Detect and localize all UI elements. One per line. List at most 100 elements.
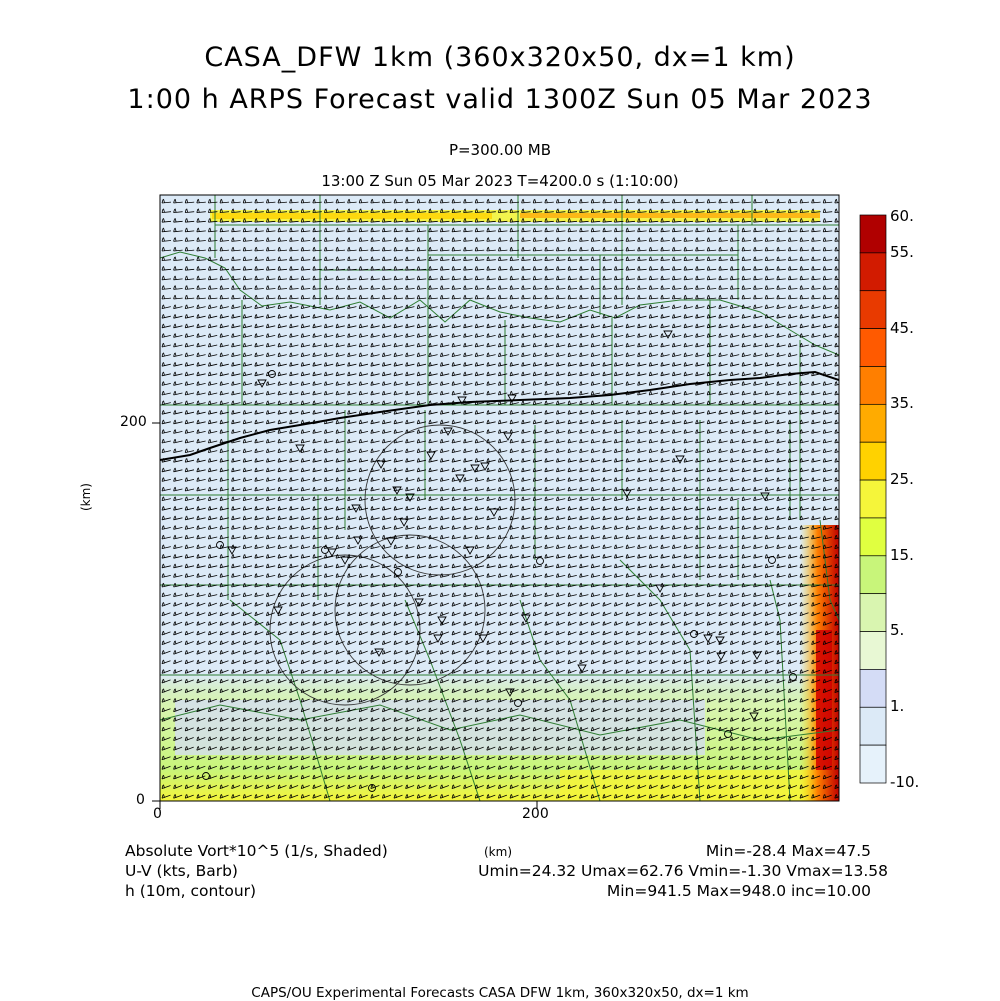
wind-barb — [521, 275, 531, 281]
wind-barb — [706, 304, 717, 309]
wind-barb — [231, 246, 241, 252]
wind-barb — [590, 515, 601, 521]
wind-barb — [440, 208, 450, 213]
wind-barb — [695, 208, 705, 213]
colorbar-box — [859, 744, 887, 784]
wind-barb — [208, 227, 218, 233]
wind-barb — [393, 352, 403, 357]
wind-barb — [730, 352, 740, 357]
wind-barb — [242, 458, 253, 463]
colorbar-label: 55. — [890, 243, 914, 261]
wind-barb — [532, 390, 543, 396]
wind-barb — [811, 410, 821, 415]
wind-barb — [463, 506, 473, 511]
wind-barb — [324, 323, 334, 329]
wind-barb — [556, 477, 566, 482]
wind-barb — [753, 477, 763, 482]
wind-barb — [579, 246, 589, 252]
wind-barb — [254, 429, 264, 434]
wind-barb — [730, 390, 740, 396]
wind-barb — [370, 333, 380, 338]
wind-barb — [799, 256, 810, 261]
wind-barb — [405, 266, 415, 271]
wind-barb — [231, 266, 241, 271]
wind-barb — [451, 371, 461, 377]
wind-barb — [672, 400, 682, 405]
wind-barb — [776, 486, 786, 492]
wind-barb — [822, 333, 833, 338]
wind-barb — [730, 486, 740, 492]
wind-barb — [660, 266, 670, 271]
wind-barb — [231, 467, 241, 473]
wind-barb — [544, 486, 554, 492]
colorbar-label: -10. — [890, 773, 920, 791]
wind-barb — [660, 342, 670, 348]
wind-barb — [254, 275, 264, 281]
wind-barb — [590, 256, 601, 261]
wind-barb — [428, 208, 438, 213]
wind-barb — [451, 256, 462, 261]
wind-barb — [416, 246, 427, 252]
wind-barb — [440, 458, 450, 463]
wind-barb — [706, 333, 717, 338]
wind-barb — [451, 429, 461, 434]
wind-barb — [312, 362, 322, 367]
wind-barb — [486, 362, 496, 367]
wind-barb — [788, 515, 798, 521]
wind-barb — [289, 534, 299, 540]
wind-barb — [834, 266, 839, 271]
wind-barb — [706, 323, 717, 329]
wind-barb — [428, 237, 438, 242]
wind-barb — [358, 304, 369, 309]
wind-barb — [590, 246, 601, 252]
wind-barb — [637, 266, 647, 271]
wind-barb — [173, 458, 183, 463]
wind-barb — [219, 496, 229, 501]
wind-barb — [579, 352, 589, 357]
wind-barb — [277, 506, 287, 511]
wind-barb — [324, 294, 334, 300]
wind-barb — [834, 458, 839, 463]
wind-barb — [788, 419, 798, 425]
wind-barb — [718, 227, 728, 233]
wind-barb — [289, 342, 299, 348]
wind-barb — [266, 525, 276, 530]
wind-barb — [579, 390, 589, 396]
wind-barb — [347, 381, 357, 386]
wind-barb — [788, 390, 798, 396]
wind-barb — [590, 496, 601, 501]
wind-barb — [706, 266, 717, 271]
wind-barb — [776, 458, 786, 463]
wind-barb — [788, 429, 798, 434]
wind-barb — [451, 294, 462, 300]
wind-barb — [567, 410, 577, 415]
wind-barb — [532, 198, 543, 204]
wind-barb — [393, 371, 403, 377]
wind-barb — [544, 246, 554, 252]
wind-barb — [242, 477, 253, 482]
wind-barb — [625, 227, 636, 233]
wind-barb — [277, 314, 287, 319]
wind-barb — [579, 198, 589, 204]
wind-barb — [822, 410, 833, 415]
wind-barb — [672, 227, 682, 233]
wind-barb — [567, 362, 577, 367]
wind-barb — [498, 525, 508, 530]
wind-barb — [614, 381, 624, 386]
wind-barb — [718, 352, 728, 357]
wind-barb — [173, 323, 183, 329]
wind-barb — [416, 333, 427, 338]
wind-barb — [266, 419, 276, 425]
wind-barb — [753, 419, 763, 425]
wind-barb — [811, 198, 821, 204]
wind-barb — [463, 419, 473, 425]
wind-barb — [196, 381, 206, 386]
wind-barb — [242, 227, 253, 233]
wind-barb — [486, 333, 496, 338]
wind-barb — [300, 314, 311, 319]
wind-barb — [451, 218, 462, 223]
wind-barb — [405, 362, 415, 367]
wind-barb — [347, 371, 357, 377]
wind-barb — [382, 419, 392, 425]
wind-barb — [324, 333, 334, 338]
